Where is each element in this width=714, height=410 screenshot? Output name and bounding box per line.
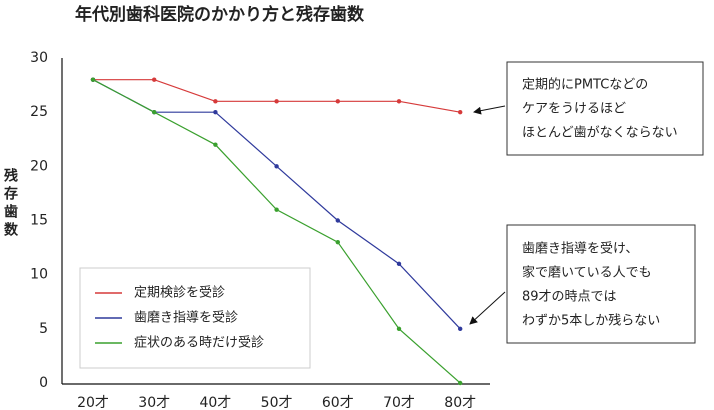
y-tick-label: 15 xyxy=(30,213,48,229)
y-tick-label: 5 xyxy=(39,321,48,337)
point xyxy=(213,109,218,115)
point xyxy=(274,99,279,104)
point xyxy=(335,239,340,245)
series-line xyxy=(93,79,461,113)
point xyxy=(335,99,340,104)
point xyxy=(335,218,340,223)
point xyxy=(213,142,218,147)
point xyxy=(396,326,402,332)
x-tick-label: 40才 xyxy=(199,395,231,410)
point xyxy=(274,164,279,169)
annotation-box xyxy=(506,224,696,344)
point xyxy=(213,99,218,104)
x-tick-label: 80才 xyxy=(444,395,476,410)
point xyxy=(458,326,463,332)
y-tick-label: 30 xyxy=(30,50,48,66)
legend-label: 症状のある時だけ受診 xyxy=(134,335,264,351)
annotation-arrow xyxy=(473,105,506,115)
x-tick-label: 20才 xyxy=(77,395,109,410)
annotation-text: 歯磨き指導を受け、 xyxy=(522,242,638,257)
point xyxy=(274,207,279,212)
x-tick-label: 50才 xyxy=(261,395,293,410)
point xyxy=(396,99,402,104)
chart-title: 年代別歯科医院のかかり方と残存歯数 xyxy=(75,4,365,25)
annotation-text: わずか5本しか残らない xyxy=(522,314,660,329)
x-tick-label: 70才 xyxy=(383,395,415,410)
point xyxy=(458,109,463,115)
point xyxy=(90,77,96,82)
y-tick-label: 10 xyxy=(30,267,48,283)
annotation-text: ケアをうけるほど xyxy=(522,102,626,117)
legend-label: 定期検診を受診 xyxy=(134,285,225,301)
annotation-text: 家で磨いている人でも xyxy=(522,265,652,281)
x-tick-label: 60才 xyxy=(322,395,354,410)
point xyxy=(152,109,157,115)
y-axis-label: 残存歯数 xyxy=(2,167,18,240)
annotation-text: 89才の時点では xyxy=(522,290,617,305)
annotation-arrow xyxy=(469,291,506,325)
point xyxy=(458,380,463,386)
point xyxy=(152,77,157,82)
annotation-text: ほとんど歯がなくならない xyxy=(522,126,678,141)
legend-label: 歯磨き指導を受診 xyxy=(134,310,238,326)
annotation-box xyxy=(506,61,704,156)
y-tick-label: 25 xyxy=(30,104,48,120)
x-tick-label: 30才 xyxy=(138,395,170,410)
point xyxy=(396,261,402,267)
y-tick-label: 20 xyxy=(30,158,48,174)
annotation-text: 定期的にPMTCなどの xyxy=(522,77,648,93)
y-tick-label: 0 xyxy=(39,375,48,391)
